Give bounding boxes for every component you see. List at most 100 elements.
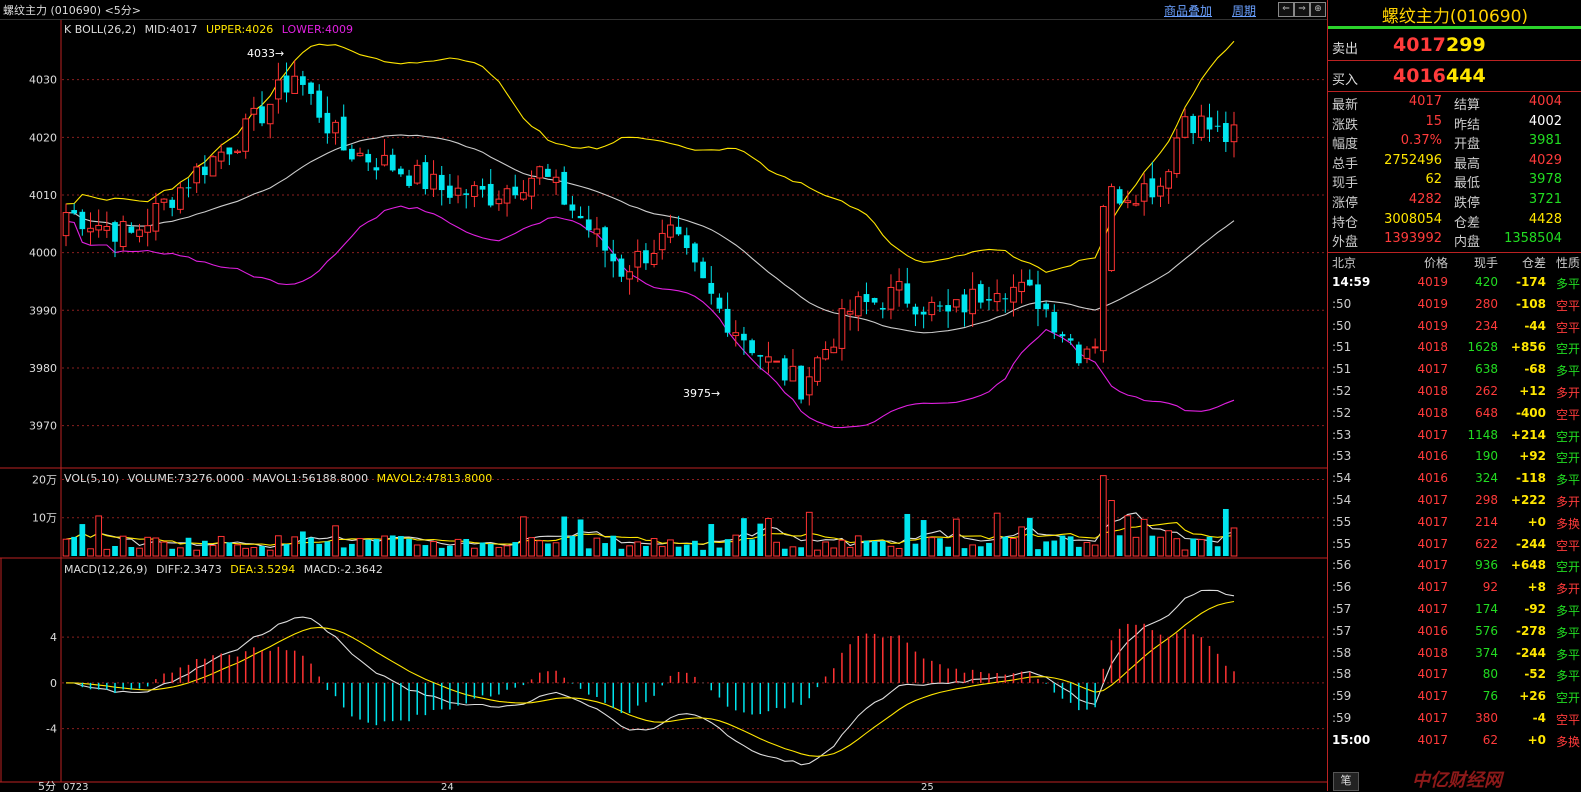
price-tick-label: 4030	[29, 74, 57, 87]
candle-body	[871, 297, 878, 303]
candle-body	[1132, 203, 1140, 206]
trade-time: :55	[1332, 514, 1352, 529]
trade-row[interactable]: :58 4017 80 -52 多平	[1328, 667, 1581, 689]
candle-body	[1043, 303, 1049, 310]
volume-bar	[552, 542, 560, 557]
volume-bar	[781, 548, 788, 556]
candle-body	[250, 107, 258, 115]
main-legend: K BOLL(26,2) MID:4017 UPPER:4026 LOWER:4…	[64, 23, 353, 36]
candle-body	[585, 219, 592, 231]
candle-body	[381, 154, 388, 166]
candle-body	[79, 211, 86, 230]
trade-volume: 1148	[1467, 427, 1498, 442]
candle-body	[1214, 125, 1221, 127]
trade-time: :52	[1332, 384, 1352, 398]
candle-body	[463, 193, 470, 195]
trade-row[interactable]: 15:00 4017 62 +0 多换	[1328, 733, 1581, 755]
stat-label: 最低	[1454, 176, 1481, 192]
trade-row[interactable]: 14:59 4019 420 -174 多平	[1328, 275, 1581, 297]
volume-bar	[365, 539, 372, 556]
trade-row[interactable]: :50 4019 234 -44 空平	[1328, 319, 1581, 341]
stat-label: 最新	[1332, 98, 1359, 113]
trade-oi: -44	[1524, 318, 1546, 333]
candle-body	[1018, 281, 1025, 293]
trade-oi: +0	[1527, 514, 1546, 529]
trade-row[interactable]: :56 4017 936 +648 空开	[1328, 558, 1581, 580]
candle-body	[692, 243, 698, 263]
candle-body	[406, 175, 412, 186]
x-label-day2: 24	[441, 782, 454, 791]
trade-volume: 262	[1475, 384, 1498, 398]
nav-left-button[interactable]: ⇐	[1278, 2, 1294, 17]
trade-row[interactable]: :52 4018 648 -400 空平	[1328, 406, 1581, 428]
trade-time: 15:00	[1332, 732, 1371, 747]
boll-lines	[65, 40, 1235, 766]
chart-svg[interactable]: 4030 4020 4010 4000 3990 3980 3970 20万 10万 4 0 -4 K…	[0, 0, 1327, 791]
candle-body	[495, 198, 503, 205]
trade-row[interactable]: :55 4017 622 -244 空平	[1328, 537, 1581, 559]
period-link[interactable]: 周期	[1232, 4, 1257, 18]
volume-bar	[112, 545, 118, 556]
volume-bar	[259, 546, 265, 556]
trade-row[interactable]: :57 4017 174 -92 多平	[1328, 602, 1581, 624]
trade-nature: 多平	[1555, 277, 1580, 291]
trade-row[interactable]: :54 4017 298 +222 多开	[1328, 493, 1581, 515]
trade-volume: 92	[1482, 580, 1498, 595]
nav-zoom-button[interactable]: ⊕	[1310, 2, 1326, 17]
trade-row[interactable]: :58 4018 374 -244 多平	[1328, 646, 1581, 668]
candle-body	[275, 79, 282, 100]
candle-body	[144, 225, 152, 233]
volume-bar	[585, 548, 592, 556]
trade-nature: 多平	[1555, 625, 1580, 640]
volume-bar	[577, 519, 584, 556]
trade-row[interactable]: :50 4019 280 -108 空平	[1328, 297, 1581, 319]
volume-bar	[1043, 541, 1049, 556]
stat-value: 0.37%	[1400, 133, 1442, 149]
trade-row[interactable]: :52 4018 262 +12 多开	[1328, 384, 1581, 406]
trade-row[interactable]: :56 4017 92 +8 多开	[1328, 580, 1581, 602]
candle-body	[749, 340, 755, 354]
trade-row[interactable]: :51 4017 638 -68 多平	[1328, 362, 1581, 384]
volume-bar	[658, 546, 666, 557]
candle-body	[887, 286, 895, 310]
tick-tab[interactable]: 笔	[1333, 772, 1359, 791]
boll-indicator-label: K BOLL(26,2)	[64, 23, 136, 36]
volume-bar	[610, 535, 617, 556]
trade-row[interactable]: :53 4016 190 +92 空开	[1328, 449, 1581, 471]
candle-body	[1165, 171, 1173, 189]
trade-price: 4017	[1417, 493, 1448, 507]
volume-bar	[152, 537, 160, 557]
nav-right-button[interactable]: ⇒	[1294, 2, 1310, 17]
volume-bar	[830, 547, 838, 557]
trade-row[interactable]: :53 4017 1148 +214 空开	[1328, 428, 1581, 450]
low-mark-label: 3975	[683, 387, 711, 400]
trade-row[interactable]: :59 4017 380 -4 空平	[1328, 711, 1581, 733]
macd-value-label: MACD:-2.3642	[304, 563, 383, 576]
candle-body	[226, 147, 233, 155]
overlay-link[interactable]: 商品叠加	[1164, 4, 1213, 18]
volume-bar	[95, 515, 103, 557]
trade-row[interactable]: :51 4018 1628 +856 空开	[1328, 340, 1581, 362]
volume-bar	[160, 541, 168, 557]
trade-time: :52	[1332, 405, 1352, 420]
candles	[62, 60, 1238, 406]
trade-row[interactable]: :55 4017 214 +0 多换	[1328, 515, 1581, 537]
trade-price: 4017	[1417, 514, 1448, 529]
candle-body	[846, 311, 854, 315]
volume-bar	[838, 539, 846, 557]
trade-row[interactable]: :57 4016 576 -278 多平	[1328, 624, 1581, 646]
trade-nature: 多开	[1555, 495, 1580, 509]
trade-time: :59	[1332, 711, 1352, 725]
trade-row[interactable]: :54 4016 324 -118 多平	[1328, 471, 1581, 493]
candle-body	[952, 299, 960, 308]
trade-row[interactable]: :59 4017 76 +26 空开	[1328, 689, 1581, 711]
volume-bar	[136, 547, 143, 557]
mavol1-line	[65, 512, 1235, 548]
candle-body	[724, 308, 731, 333]
candle-body	[119, 221, 127, 248]
candle-body	[356, 152, 364, 157]
chart-area[interactable]: 螺纹主力 (010690) <5分> 商品叠加 周期 ⇐ ⇒ ⊕ 4030 402…	[0, 0, 1327, 791]
volume-bar	[1099, 475, 1107, 557]
volume-bar	[349, 543, 355, 556]
boll-upper-line	[65, 40, 1235, 273]
